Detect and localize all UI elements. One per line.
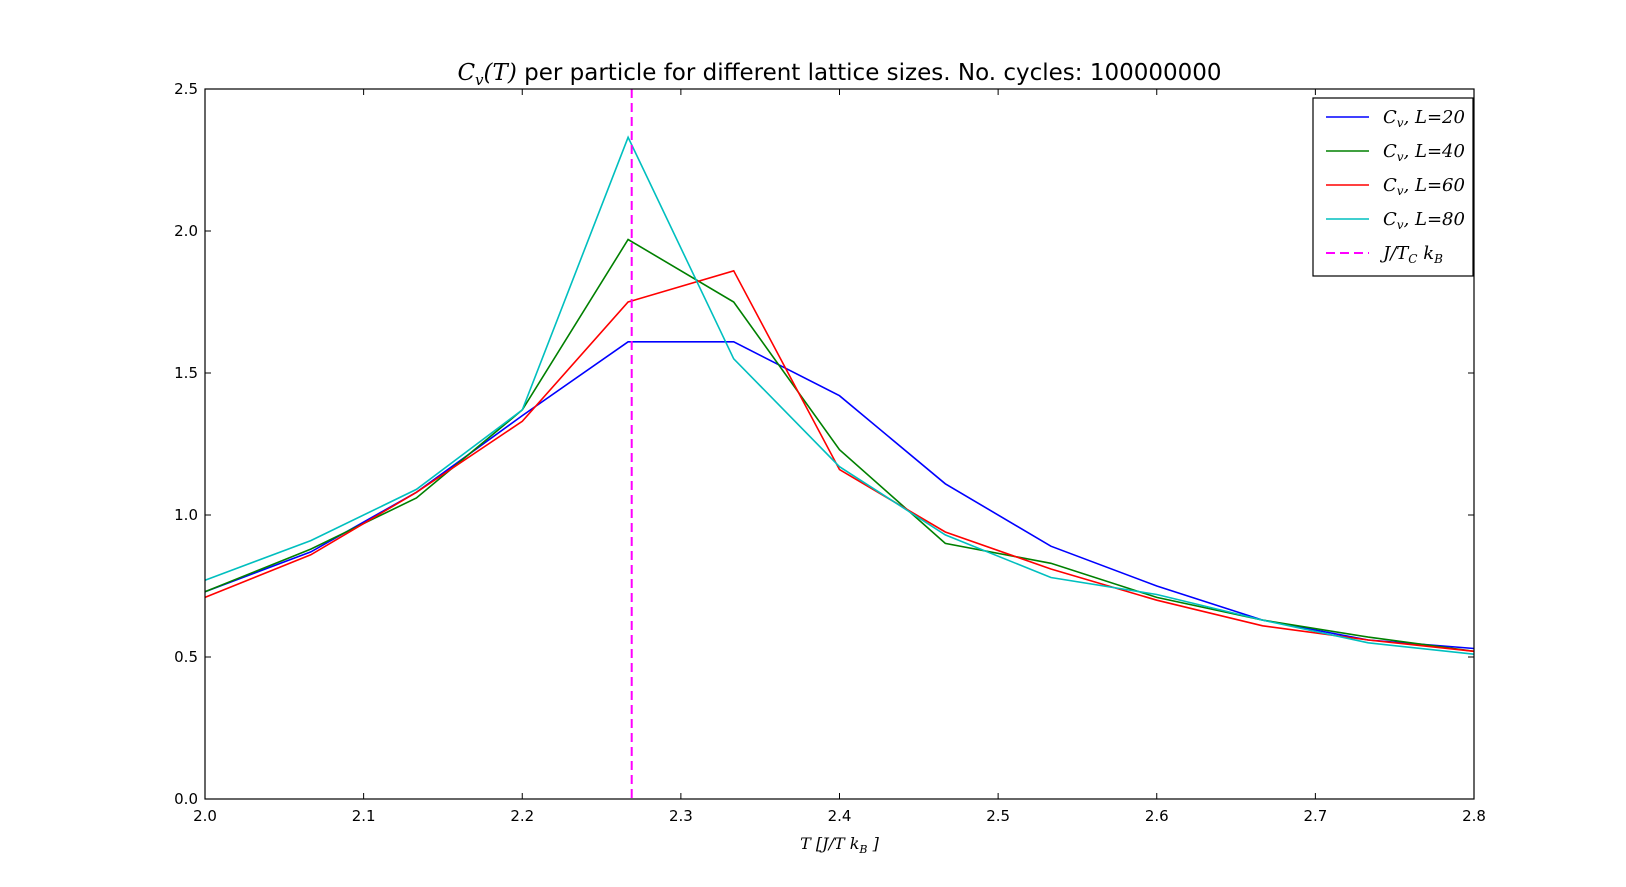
legend-text-part: , L=60 xyxy=(1404,175,1465,196)
y-tick-label: 0.5 xyxy=(174,648,198,666)
axis-ticks: 2.0 2.1 2.2 2.3 2.4 2.5 2.6 2.7 2.8 0.0 0.5 1.0 1.5 2… xyxy=(174,80,1486,825)
y-tick-label: 2.5 xyxy=(174,80,198,98)
legend-text-part: , L=40 xyxy=(1404,141,1465,162)
legend-subscript: v xyxy=(1397,184,1404,198)
y-tick-label: 0.0 xyxy=(174,790,198,808)
legend-text-part: C xyxy=(1383,141,1397,162)
x-axis-label: T [J/T kB ] xyxy=(800,834,879,856)
legend-box xyxy=(1312,97,1474,277)
legend-text-part: C xyxy=(1383,175,1397,196)
legend-text-part: C xyxy=(1383,107,1397,128)
plot-lines xyxy=(204,89,1475,799)
x-tick-label: 2.0 xyxy=(193,807,217,825)
legend-text-part: J/T xyxy=(1379,243,1410,264)
title-math-subscript: v xyxy=(475,71,484,89)
legend-subscript: B xyxy=(1433,252,1443,266)
series-line-2 xyxy=(204,238,1475,653)
legend-label-3: Cv, L=60 xyxy=(1383,175,1465,198)
x-axis-label-end: ] xyxy=(868,834,880,853)
legend-label-5: J/TC kB xyxy=(1379,243,1443,266)
y-tick-label: 1.5 xyxy=(174,364,198,382)
x-tick-label: 2.8 xyxy=(1462,807,1486,825)
legend-subscript: v xyxy=(1397,218,1404,232)
x-tick-label: 2.6 xyxy=(1145,807,1169,825)
title-math-arg: (T) xyxy=(484,60,517,86)
x-tick-label: 2.4 xyxy=(828,807,852,825)
x-axis-label-subscript: B xyxy=(858,843,867,856)
legend-label-1: Cv, L=20 xyxy=(1383,107,1465,130)
title-text: per particle for different lattice sizes… xyxy=(517,60,1222,86)
x-tick-label: 2.3 xyxy=(669,807,693,825)
legend-subscript: v xyxy=(1397,150,1404,164)
x-tick-label: 2.2 xyxy=(510,807,534,825)
x-tick-label: 2.5 xyxy=(986,807,1010,825)
legend-subscript: C xyxy=(1408,252,1417,266)
legend-text-part: C xyxy=(1383,209,1397,230)
x-tick-label: 2.7 xyxy=(1303,807,1327,825)
legend-label-2: Cv, L=40 xyxy=(1383,141,1465,164)
legend-text-part: , L=80 xyxy=(1404,209,1465,230)
legend-subscript: v xyxy=(1397,116,1404,130)
chart-title: Cv(T) per particle for different lattice… xyxy=(457,60,1221,89)
legend-label-4: Cv, L=80 xyxy=(1383,209,1465,232)
x-axis-label-main: T [J/T k xyxy=(800,834,859,853)
series-line-4 xyxy=(204,135,1475,655)
legend-text-part: , L=20 xyxy=(1404,107,1465,128)
y-tick-label: 2.0 xyxy=(174,222,198,240)
axes-frame xyxy=(204,88,1475,800)
legend-text-part: k xyxy=(1417,243,1434,264)
y-tick-label: 1.0 xyxy=(174,506,198,524)
series-line-3 xyxy=(204,269,1475,653)
series-line-1 xyxy=(204,340,1475,650)
x-tick-label: 2.1 xyxy=(352,807,376,825)
title-math: C xyxy=(457,60,475,86)
